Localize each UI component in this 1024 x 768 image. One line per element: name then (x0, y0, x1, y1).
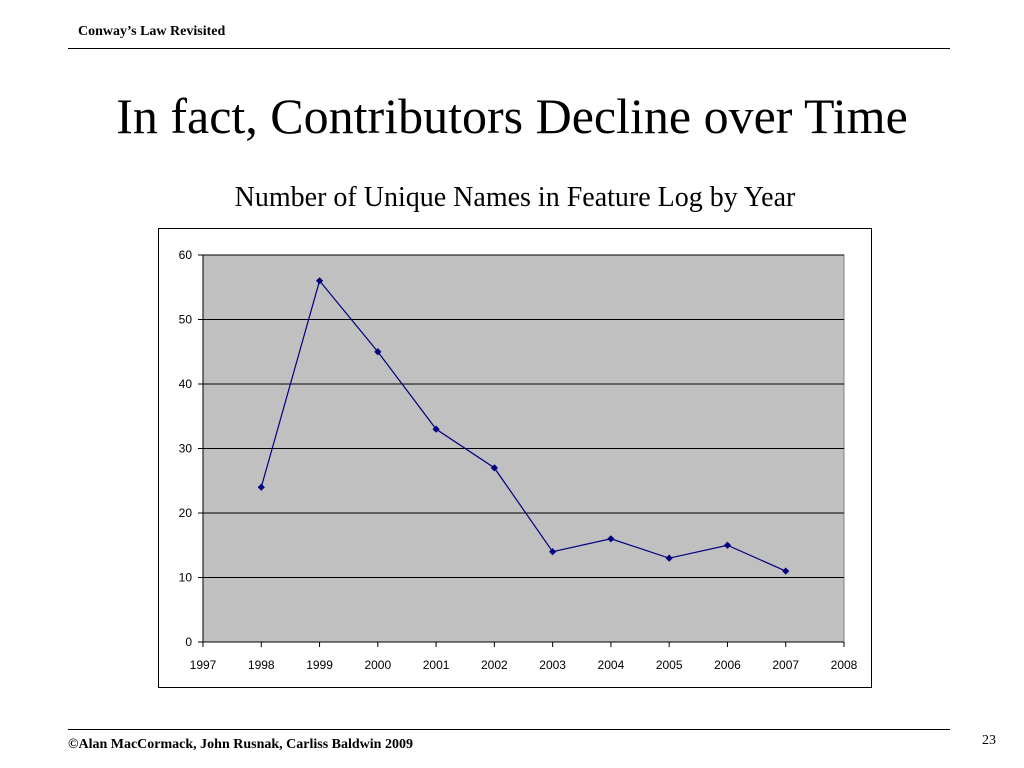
x-tick-label: 1999 (306, 658, 333, 672)
x-tick-label: 2000 (364, 658, 391, 672)
x-tick-label: 2008 (831, 658, 858, 672)
y-tick-label: 30 (179, 442, 193, 456)
chart-frame: 0 10 20 30 40 50 60 1997 1998 1999 2000 2001 2002 200… (158, 228, 872, 688)
data-point (374, 348, 382, 356)
chart-title: Number of Unique Names in Feature Log by… (234, 182, 796, 213)
data-point (782, 567, 790, 575)
y-tick-label: 40 (179, 377, 193, 391)
x-tick-label: 2007 (772, 658, 799, 672)
data-point (723, 541, 732, 549)
x-tick-label: 2001 (423, 658, 450, 672)
footer-rule (68, 729, 950, 730)
series-line (260, 279, 786, 572)
header-title: Conway’s Law Revisited (78, 24, 226, 39)
y-tick-label: 60 (179, 248, 193, 262)
data-point (549, 548, 557, 556)
data-point (665, 554, 673, 562)
y-tick-label: 0 (185, 635, 192, 649)
x-tick-label: 2004 (598, 658, 625, 672)
page-number: 23 (982, 733, 996, 748)
x-tick-label: 2003 (539, 658, 566, 672)
x-tick-label: 1997 (190, 658, 217, 672)
slide-title: In fact, Contributors Decline over Time (116, 88, 908, 144)
x-tick-label: 2005 (656, 658, 683, 672)
x-tick-label: 1998 (248, 658, 275, 672)
header-rule (68, 48, 950, 49)
data-point (432, 425, 440, 433)
x-tick-label: 2002 (481, 658, 508, 672)
y-tick-label: 20 (179, 506, 193, 520)
footer-copyright: ©Alan MacCormack, John Rusnak, Carliss B… (68, 737, 413, 752)
data-point (607, 535, 615, 543)
y-tick-label: 50 (179, 313, 193, 327)
line-chart: 0 10 20 30 40 50 60 1997 1998 1999 2000 2001 2002 200… (179, 248, 858, 672)
y-tick-label: 10 (179, 571, 193, 585)
x-tick-label: 2006 (714, 658, 741, 672)
